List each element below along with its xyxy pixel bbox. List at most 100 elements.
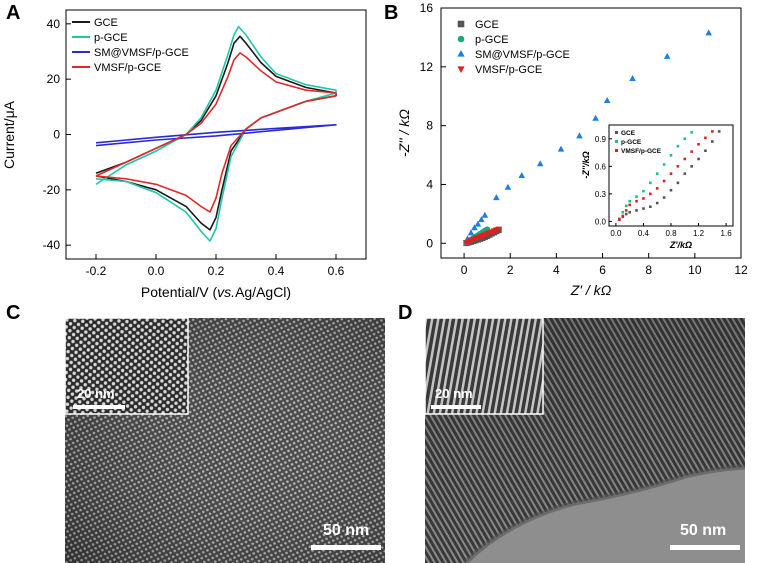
inset-data-point — [676, 144, 680, 148]
inset-data-point — [690, 131, 693, 134]
inset-data-point — [642, 189, 645, 193]
x-tick-label: 0.4 — [268, 264, 285, 278]
inset-y-axis-label: -Z''/kΩ — [581, 151, 591, 178]
inset-data-point — [649, 192, 652, 196]
y-tick-label: 16 — [420, 1, 434, 15]
tem-image-c: 20 nm 50 nm — [65, 318, 385, 563]
inset-x-tick-label: 0.4 — [638, 229, 650, 238]
inset-data-point — [635, 209, 638, 212]
x-tick-label: 10 — [688, 263, 702, 277]
inset-data-point — [635, 195, 638, 198]
data-point — [495, 226, 502, 233]
x-axis-label: Potential/V (vs.Ag/AgCl) — [141, 284, 291, 300]
inset-data-point — [618, 218, 621, 221]
y-tick-label: 20 — [47, 72, 61, 86]
inset-x-tick-label: 0.8 — [665, 229, 677, 238]
legend-label: GCE — [94, 17, 118, 29]
data-point — [467, 229, 475, 236]
inset-data-point — [628, 199, 631, 203]
inset-data-point — [669, 188, 673, 192]
inset-data-point — [683, 172, 687, 175]
x-tick-label: 0 — [461, 263, 468, 277]
x-tick-label: 0.2 — [208, 264, 225, 278]
inset-data-point — [649, 205, 652, 209]
inset-legend-label: GCE — [621, 130, 636, 137]
inset-data-point — [624, 209, 628, 212]
inset-y-tick-label: 0.9 — [595, 135, 607, 144]
tem-lattice-d — [425, 318, 745, 563]
inset-data-point — [635, 199, 638, 203]
inset-data-point — [697, 157, 700, 161]
inset-x-tick-label: 1.6 — [721, 229, 733, 238]
tem-inset-d — [425, 318, 544, 415]
inset-data-point — [711, 130, 714, 133]
legend-label: VMSF/p-GCE — [94, 62, 161, 74]
inset-data-point — [621, 210, 625, 214]
inset-data-point — [683, 137, 687, 141]
series-line-vmsf-p-gce — [95, 52, 337, 213]
main-scale-bar — [311, 545, 381, 550]
x-tick-label: -0.2 — [86, 264, 107, 278]
data-point — [474, 220, 482, 227]
inset-data-point — [662, 179, 666, 183]
tem-background-region — [465, 467, 745, 563]
x-tick-label: 0.6 — [328, 264, 345, 278]
data-point — [663, 52, 671, 59]
inset-data-point — [676, 165, 680, 168]
inset-data-point — [655, 187, 659, 190]
inset-data-point — [704, 136, 707, 140]
y-axis-label: Current/μA — [1, 100, 17, 169]
y-tick-label: -20 — [43, 183, 61, 197]
x-axis-label: Z' / kΩ — [570, 282, 612, 298]
inset-data-point — [683, 157, 687, 161]
inset-data-point — [655, 201, 659, 205]
inset-scale-bar — [431, 405, 481, 409]
inset-legend-swatch — [615, 131, 618, 134]
inset-legend-swatch — [615, 149, 618, 152]
inset-data-point — [642, 207, 645, 210]
inset-data-point — [669, 154, 673, 157]
data-point — [481, 211, 489, 218]
inset-data-point — [711, 140, 714, 143]
inset-legend-label: VMSF/p-GCE — [621, 148, 662, 155]
x-tick-label: 6 — [599, 263, 606, 277]
inset-x-tick-label: 1.2 — [693, 229, 705, 238]
inset-data-point — [628, 203, 631, 207]
y-tick-label: 0 — [426, 236, 433, 250]
data-point — [504, 183, 512, 190]
cv-chart: -0.2 0.0 0.2 0.4 0.6 -40 -20 0 20 40 GCE p-GCE SM@V… — [1, 9, 367, 300]
data-point — [576, 132, 583, 139]
tem-lattice-c — [65, 318, 385, 563]
x-tick-label: 8 — [645, 263, 652, 277]
data-point — [457, 50, 465, 57]
panel-label-a: A — [6, 2, 21, 24]
inset-data-point — [676, 181, 680, 185]
inset-data-point — [669, 172, 673, 175]
panel-label-b: B — [384, 2, 399, 24]
series-line-p-gce — [95, 25, 337, 242]
x-tick-label: 2 — [507, 263, 514, 277]
legend-label: SM@VMSF/p-GCE — [475, 49, 570, 61]
tem-inset-c — [65, 318, 189, 415]
data-point — [518, 172, 526, 179]
inset-data-point — [697, 142, 700, 146]
inset-data-point — [628, 210, 631, 214]
legend-label: VMSF/p-GCE — [475, 64, 542, 76]
y-tick-label: 4 — [426, 177, 433, 191]
data-point — [478, 216, 485, 223]
data-point — [457, 35, 465, 43]
inset-data-point — [621, 214, 625, 218]
inset-y-tick-label: 0.0 — [595, 217, 607, 226]
data-point — [557, 145, 565, 152]
inset-data-point — [704, 149, 707, 153]
y-axis-label: -Z'' / kΩ — [396, 109, 412, 157]
inset-data-point — [690, 165, 693, 168]
panel-label-c: C — [6, 302, 21, 324]
legend-label: SM@VMSF/p-GCE — [94, 47, 189, 59]
legend-label: p-GCE — [475, 34, 509, 46]
inset-scale-bar — [73, 405, 125, 409]
inset-data-point — [624, 204, 628, 208]
main-scale-label: 50 nm — [680, 522, 727, 539]
inset-scale-label: 20 nm — [435, 386, 473, 401]
panel-label-d: D — [398, 302, 413, 324]
